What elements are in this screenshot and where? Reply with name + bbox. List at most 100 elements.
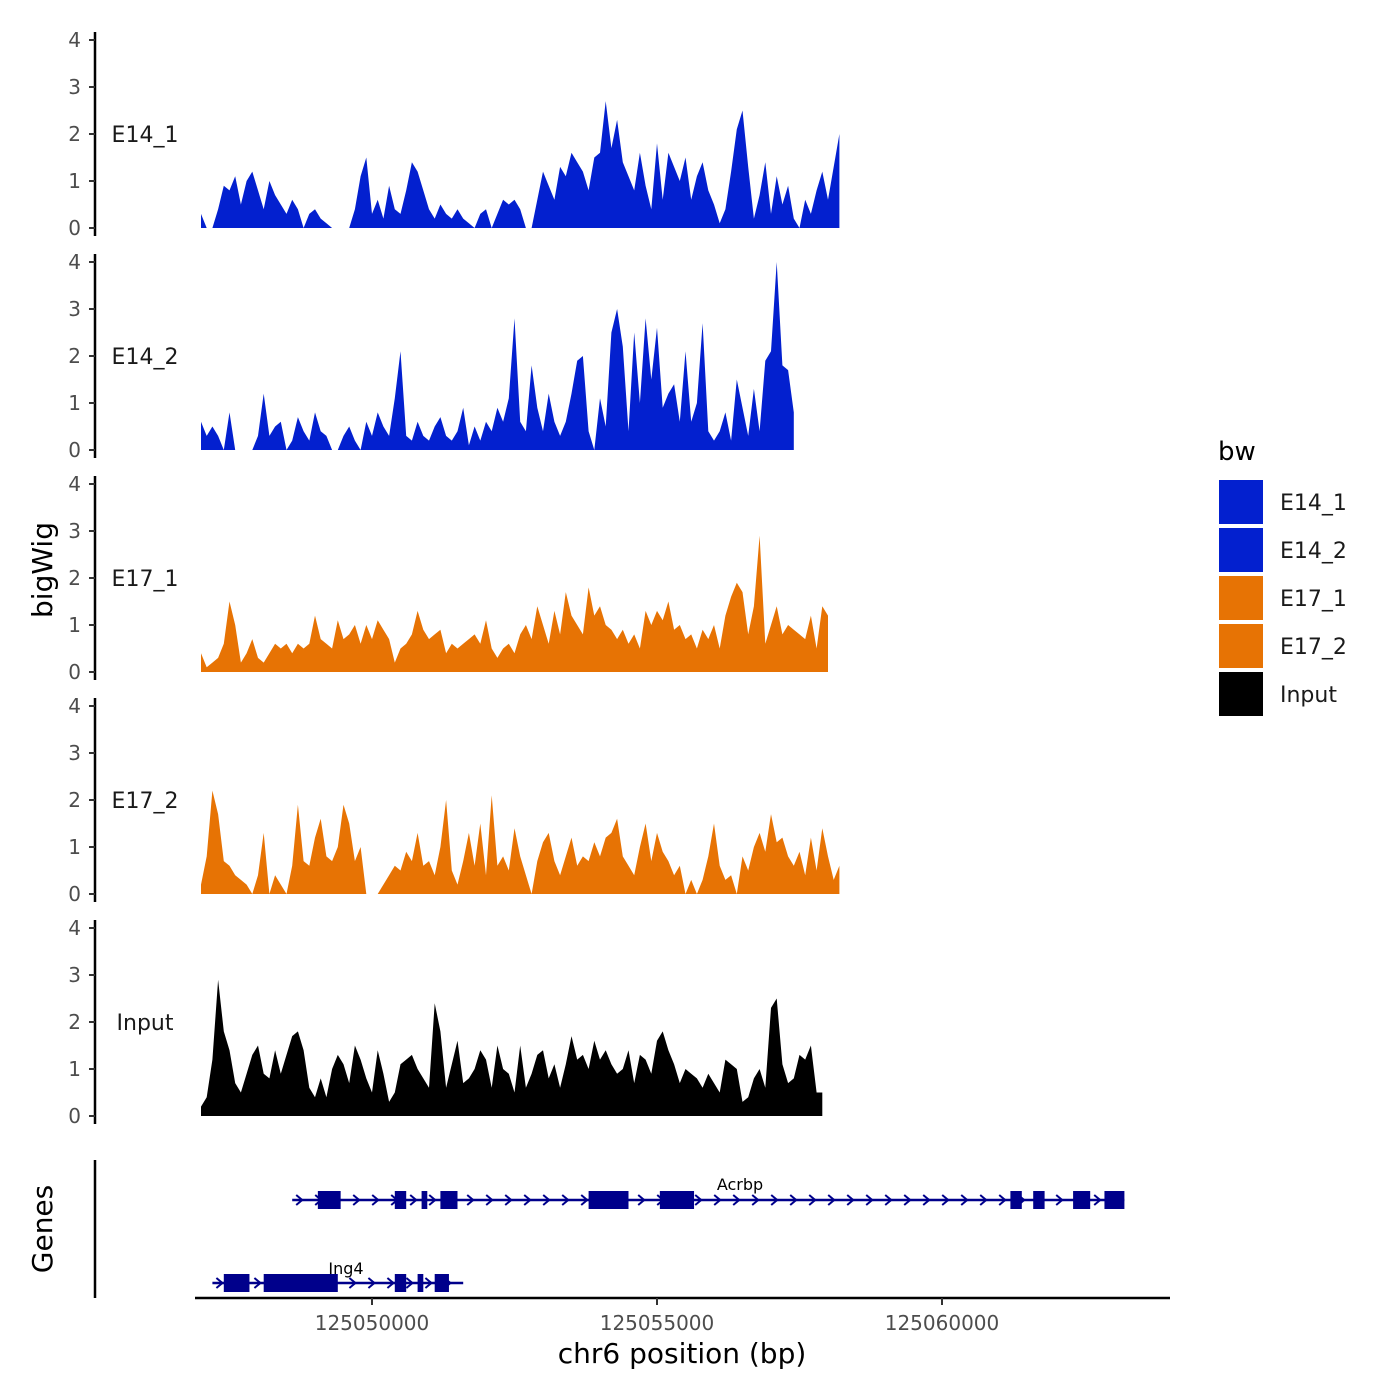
- gene-exon: [223, 1274, 250, 1292]
- strand-arrow: [348, 1277, 357, 1289]
- gene-models: Acrbp Ing4: [212, 1175, 1125, 1292]
- strand-arrow: [386, 1277, 395, 1289]
- gene-acrbp: Acrbp: [292, 1175, 1125, 1209]
- track-label: Input: [117, 1011, 174, 1036]
- track-panel-e14_1: 0 1 2 3 4 E14_1: [68, 28, 840, 240]
- y-tick-label: 4: [68, 28, 81, 52]
- gene-exon: [417, 1274, 424, 1292]
- strand-arrow: [827, 1194, 836, 1206]
- strand-arrow: [466, 1194, 475, 1206]
- gene-exon: [1033, 1191, 1045, 1209]
- legend-label: E14_1: [1280, 491, 1347, 516]
- strand-arrow: [405, 1277, 414, 1289]
- strand-arrow: [504, 1194, 513, 1206]
- strand-arrow: [770, 1194, 779, 1206]
- strand-arrow: [352, 1194, 361, 1206]
- strand-arrow: [523, 1194, 532, 1206]
- strand-arrow: [561, 1194, 570, 1206]
- strand-arrow: [846, 1194, 855, 1206]
- strand-arrow: [542, 1194, 551, 1206]
- strand-arrow: [713, 1194, 722, 1206]
- y-tick-label: 2: [68, 788, 81, 812]
- strand-arrow: [367, 1277, 376, 1289]
- legend-swatch: [1219, 672, 1263, 716]
- legend-item-e17_2: E17_2: [1219, 624, 1347, 668]
- x-tick-label: 125050000: [315, 1311, 430, 1335]
- y-tick-label: 3: [68, 963, 81, 987]
- signal-area-e14_1: [201, 101, 840, 228]
- y-tick-label: 0: [68, 660, 81, 684]
- strand-arrow: [424, 1277, 433, 1289]
- gene-label: Ing4: [328, 1259, 363, 1278]
- track-label: E17_2: [112, 789, 179, 814]
- gene-exon: [394, 1191, 407, 1209]
- y-tick-label: 1: [68, 391, 81, 415]
- legend: bw E14_1 E14_2 E17_1 E17_2 Input: [1218, 437, 1347, 716]
- gene-exon: [317, 1191, 341, 1209]
- strand-arrow: [884, 1194, 893, 1206]
- track-panel-e14_2: 0 1 2 3 4 E14_2: [68, 250, 794, 462]
- legend-label: E17_2: [1280, 635, 1347, 660]
- signal-area-e17_2: [201, 790, 840, 894]
- legend-title: bw: [1218, 437, 1256, 467]
- legend-swatch: [1219, 624, 1263, 668]
- track-label: E14_1: [112, 123, 179, 148]
- strand-arrow: [215, 1277, 224, 1289]
- gene-label: Acrbp: [717, 1175, 763, 1194]
- gene-exon: [659, 1191, 695, 1209]
- y-tick-label: 1: [68, 169, 81, 193]
- legend-swatch: [1219, 528, 1263, 572]
- strand-arrow: [295, 1194, 304, 1206]
- strand-arrow: [1055, 1194, 1064, 1206]
- y-tick-label: 3: [68, 741, 81, 765]
- track-panel-e17_2: 0 1 2 3 4 E17_2: [68, 694, 840, 906]
- signal-area-input: [201, 979, 823, 1116]
- gene-exon: [434, 1274, 449, 1292]
- genes-title: Genes: [26, 1185, 59, 1273]
- y-tick-label: 1: [68, 1057, 81, 1081]
- y-tick-label: 3: [68, 519, 81, 543]
- y-tick-label: 2: [68, 122, 81, 146]
- strand-arrow: [1093, 1194, 1102, 1206]
- strand-arrow: [903, 1194, 912, 1206]
- gene-exon: [263, 1274, 338, 1292]
- gene-exon: [394, 1274, 407, 1292]
- gene-exon: [1073, 1191, 1091, 1209]
- y-tick-label: 3: [68, 75, 81, 99]
- track-panel-input: 0 1 2 3 4 Input: [68, 916, 823, 1128]
- gene-exon: [1104, 1191, 1125, 1209]
- strand-arrow: [941, 1194, 950, 1206]
- track-label: E17_1: [112, 567, 179, 592]
- y-tick-label: 2: [68, 1010, 81, 1034]
- strand-arrow: [751, 1194, 760, 1206]
- legend-label: E14_2: [1280, 539, 1347, 564]
- y-tick-label: 4: [68, 250, 81, 274]
- legend-item-e14_1: E14_1: [1219, 480, 1347, 524]
- legend-label: Input: [1280, 683, 1337, 708]
- legend-swatch: [1219, 480, 1263, 524]
- x-tick-label: 125055000: [600, 1311, 715, 1335]
- strand-arrow: [580, 1194, 589, 1206]
- legend-swatch: [1219, 576, 1263, 620]
- track-label: E14_2: [112, 345, 179, 370]
- gene-exon: [1010, 1191, 1022, 1209]
- strand-arrow: [789, 1194, 798, 1206]
- x-axis-title: chr6 position (bp): [558, 1337, 807, 1370]
- legend-item-input: Input: [1219, 672, 1337, 716]
- gene-exon: [421, 1191, 428, 1209]
- y-tick-label: 0: [68, 438, 81, 462]
- gene-exon: [588, 1191, 629, 1209]
- strand-arrow: [409, 1194, 418, 1206]
- y-tick-label: 0: [68, 216, 81, 240]
- legend-item-e17_1: E17_1: [1219, 576, 1347, 620]
- strand-arrow: [371, 1194, 380, 1206]
- signal-panels: 0 1 2 3 4 E14_1 0 1 2 3 4 E14_2 0 1 2 3 4 E17_1 0 1 2 3 4 E17_2…: [68, 28, 840, 1128]
- signal-area-e17_1: [201, 535, 828, 672]
- genes-panel: Genes Acrbp Ing4: [26, 1160, 1125, 1298]
- strand-arrow: [979, 1194, 988, 1206]
- strand-arrow: [865, 1194, 874, 1206]
- strand-arrow: [960, 1194, 969, 1206]
- strand-arrow: [808, 1194, 817, 1206]
- signal-area-e14_2: [201, 262, 794, 450]
